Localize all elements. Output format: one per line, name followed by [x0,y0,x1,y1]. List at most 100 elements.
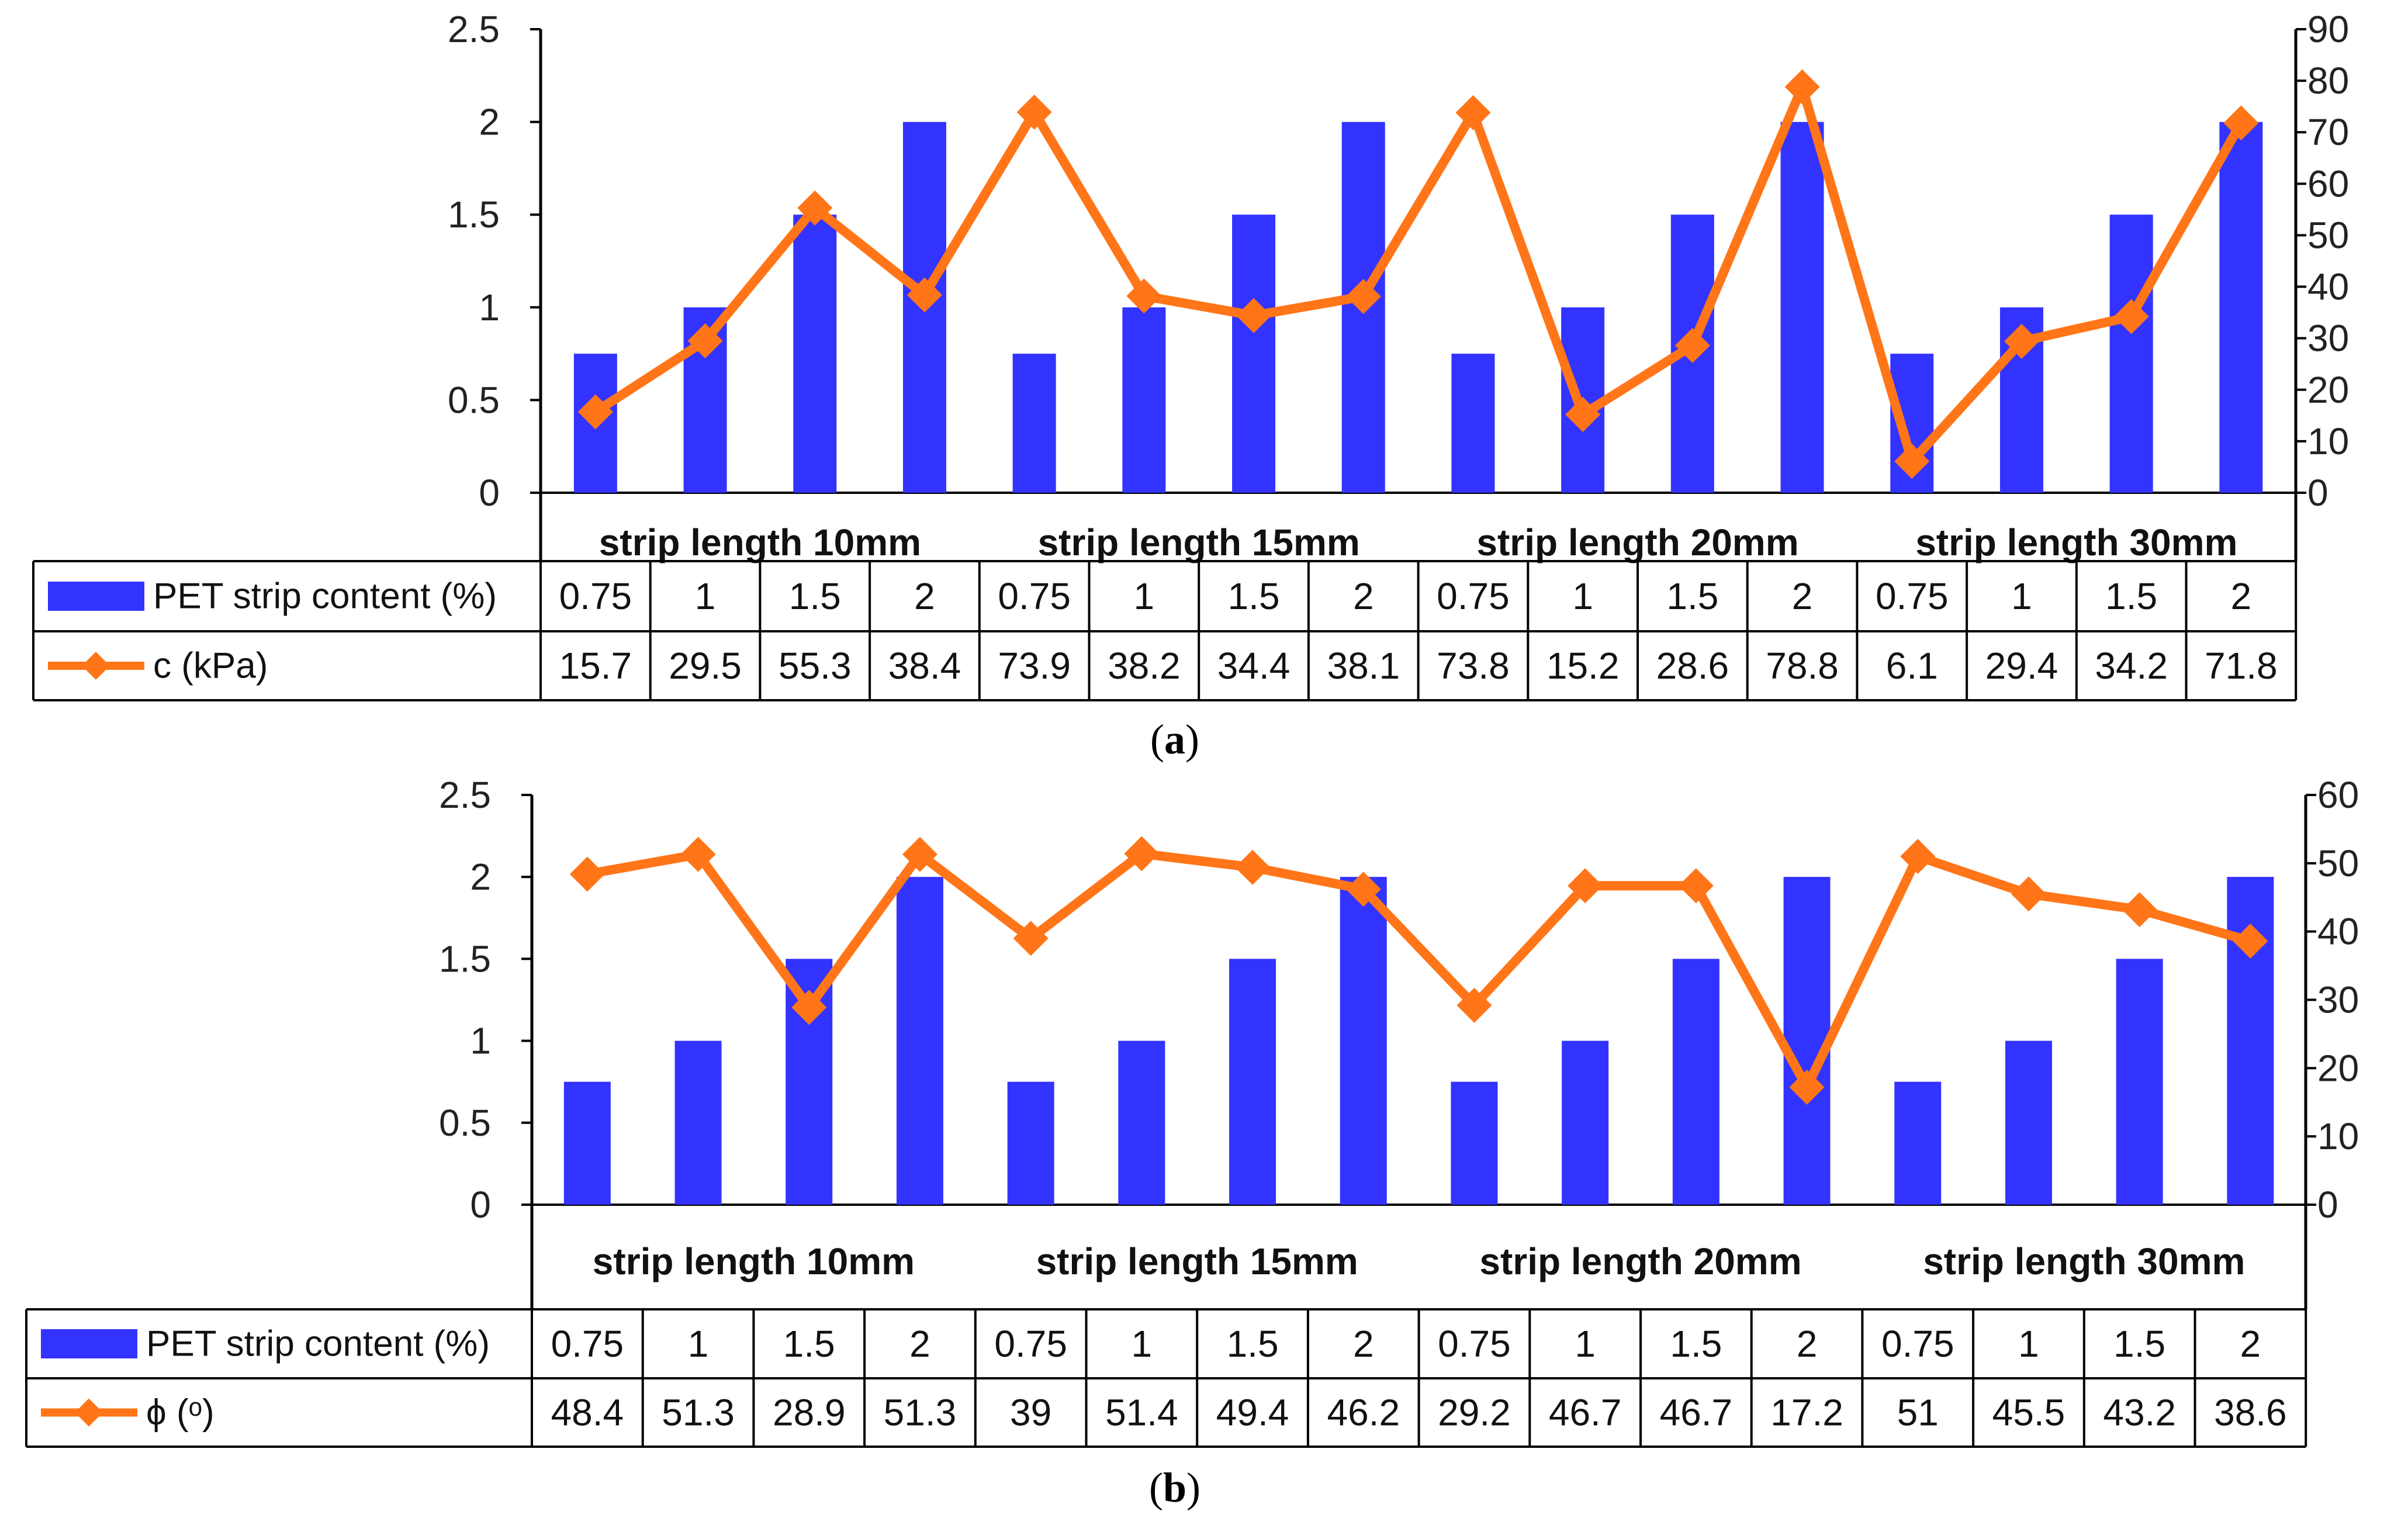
table-cell: 1.5 [1666,575,1718,617]
table-cell: 0.75 [551,1323,624,1365]
panel-caption: (b) [1149,1464,1200,1511]
right-tick-label: 10 [2317,1115,2359,1157]
table-cell: 51 [1897,1392,1939,1434]
table-cell: 2 [914,575,935,617]
panel-letter: a [1164,716,1185,763]
left-tick-label: 2.5 [448,8,500,50]
line-point [687,323,723,359]
right-tick-label: 0 [2307,472,2329,514]
table-cell: 0.75 [994,1323,1067,1365]
line-point [1456,987,1492,1023]
table-cell: 1 [1134,575,1155,617]
table-cell: 34.4 [1217,645,1291,687]
right-tick-label: 90 [2307,8,2349,50]
table-cell: 2 [1797,1323,1818,1365]
table-cell: 1.5 [1670,1323,1722,1365]
bar [1783,877,1831,1205]
bar [2219,122,2263,493]
legend-swatch-bar [48,582,144,611]
group-label: strip length 20mm [1476,521,1798,563]
table-cell: 2 [2240,1323,2261,1365]
table-cell: 1.5 [2113,1323,2165,1365]
table-cell: 38.6 [2214,1392,2287,1434]
line-point [1236,298,1272,333]
group-label: strip length 10mm [599,521,921,563]
series-line [593,82,2246,466]
right-tick-label: 40 [2307,266,2349,308]
right-tick-label: 10 [2307,420,2349,462]
line-point [1900,839,1936,874]
table-cell: 73.8 [1437,645,1510,687]
left-tick-label: 1 [479,286,500,329]
bar [674,1040,722,1205]
right-tick-label: 70 [2307,111,2349,153]
table-cell: 17.2 [1770,1392,1843,1434]
table-cell: 2 [1353,1323,1374,1365]
table-cell: 28.6 [1656,645,1729,687]
right-tick-label: 50 [2317,842,2359,884]
line-point [2223,105,2259,141]
line-point [1345,279,1381,314]
table-cell: 1.5 [783,1323,835,1365]
legend-label: PET strip content (%) [146,1324,490,1364]
line-point [1568,868,1603,904]
bar [2109,215,2153,493]
line-point [1674,328,1710,364]
table-cell: 46.2 [1327,1392,1400,1434]
table-cell: 49.4 [1216,1392,1289,1434]
table-cell: 55.3 [779,645,852,687]
line-point [902,836,937,872]
table-cell: 1 [1575,1323,1596,1365]
legend-swatch-bar [41,1329,137,1358]
bar [793,215,837,493]
chart-panel-b: 0 0.5 1 1.5 2 2.5 0 10 20 30 40 50 60 strip length 10… [25,774,2359,1511]
left-tick-label: 2 [470,856,491,898]
bar [1894,1081,1942,1205]
table-cell: 2 [909,1323,930,1365]
line-point [1784,69,1820,105]
table-cell: 1 [2018,1323,2039,1365]
bar [1122,307,1166,493]
legend-marker [82,652,110,680]
line-point [1126,278,1162,314]
line-point [2113,299,2149,334]
line-point [2233,924,2268,959]
table-cell: 1 [1572,575,1593,617]
bar [896,877,943,1205]
bar [1340,877,1387,1205]
right-tick-label: 60 [2317,774,2359,816]
left-tick-label: 0 [479,472,500,514]
line-point [1678,868,1714,904]
table-cell: 6.1 [1886,645,1938,687]
table-cell: 1.5 [789,575,841,617]
table-cell: 46.7 [1660,1392,1733,1434]
line-point [680,836,716,872]
line-point [2004,323,2039,359]
left-tick-label: 2.5 [439,774,491,816]
line-point [1235,849,1271,885]
line-point [791,990,827,1025]
left-tick-label: 0.5 [439,1102,491,1144]
table-cell: 38.1 [1327,645,1400,687]
right-tick-label: 0 [2317,1184,2338,1226]
table-cell: 71.8 [2205,645,2278,687]
table-cell: 2 [1792,575,1813,617]
legend-label: ϕ (ᵒ) [146,1392,214,1433]
table-cell: 38.2 [1108,645,1181,687]
table-cell: 29.4 [1985,645,2058,687]
chart-panel-a: 0 0.5 1 1.5 2 2.5 0 10 20 30 40 50 60 70 80 90 strip len… [32,8,2349,763]
bar [1118,1040,1165,1205]
table-cell: 1 [1132,1323,1153,1365]
legend-label: PET strip content (%) [153,576,497,617]
bar [2116,959,2163,1205]
line-point [1124,836,1160,872]
table-cell: 0.75 [998,575,1071,617]
panel-letter: b [1163,1464,1186,1511]
table-cell: 1 [695,575,716,617]
group-label: strip length 30mm [1915,521,2237,563]
left-tick-label: 0.5 [448,379,500,421]
table-cell: 51.3 [884,1392,957,1434]
table-cell: 51.4 [1105,1392,1178,1434]
table-cell: 78.8 [1766,645,1839,687]
